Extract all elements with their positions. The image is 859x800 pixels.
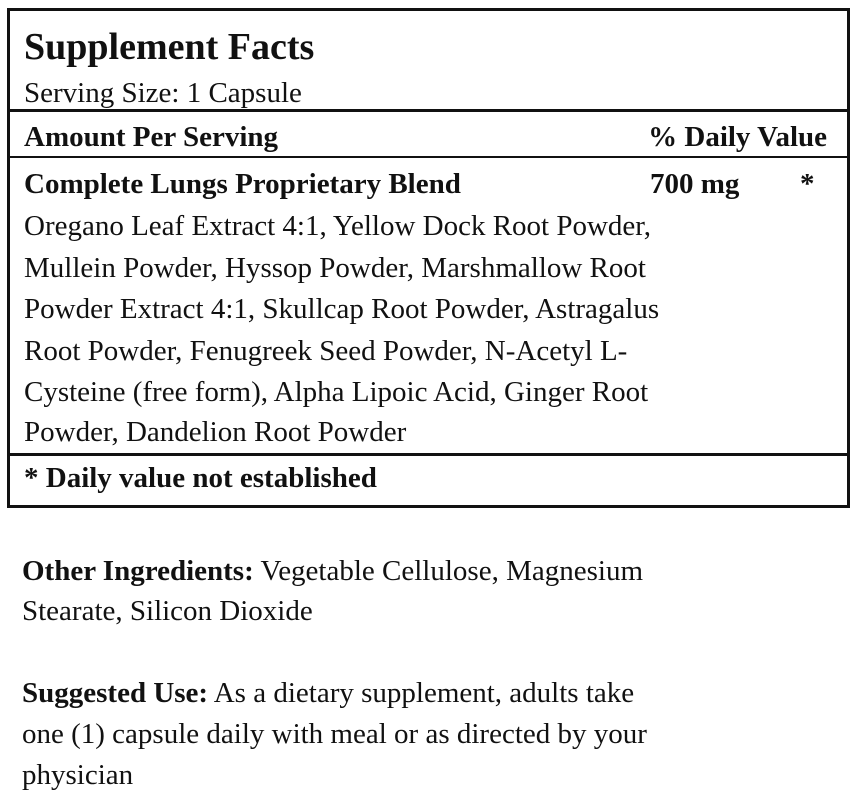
amount-per-serving-header: Amount Per Serving: [24, 121, 279, 153]
ingredient-line: Cysteine (free form), Alpha Lipoic Acid,…: [24, 376, 649, 408]
blend-amount: 700 mg: [650, 168, 740, 200]
other-ingredients-label: Other Ingredients:: [22, 555, 254, 587]
suggested-use-text: As a dietary supplement, adults take: [208, 677, 635, 709]
suggested-use-line: one (1) capsule daily with meal or as di…: [22, 718, 647, 750]
other-ingredients-text: Vegetable Cellulose, Magnesium: [253, 555, 644, 587]
ingredient-line: Root Powder, Fenugreek Seed Powder, N-Ac…: [24, 335, 628, 367]
ingredient-line: Powder, Dandelion Root Powder: [24, 416, 407, 448]
divider: [10, 453, 847, 456]
serving-size: Serving Size: 1 Capsule: [24, 77, 302, 109]
ingredient-line: Powder Extract 4:1, Skullcap Root Powder…: [24, 293, 660, 325]
suggested-use-label: Suggested Use:: [22, 677, 209, 709]
footnote: * Daily value not established: [24, 462, 377, 494]
divider: [10, 156, 847, 158]
blend-daily-value: *: [800, 168, 815, 200]
blend-name: Complete Lungs Proprietary Blend: [24, 168, 461, 200]
supplement-facts-panel: Supplement Facts Serving Size: 1 Capsule…: [7, 8, 850, 508]
ingredient-line: Oregano Leaf Extract 4:1, Yellow Dock Ro…: [24, 210, 652, 242]
panel-title: Supplement Facts: [24, 26, 315, 68]
suggested-use-line: Suggested Use: As a dietary supplement, …: [22, 676, 634, 710]
ingredient-line: Mullein Powder, Hyssop Powder, Marshmall…: [24, 252, 646, 284]
daily-value-header: % Daily Value: [648, 121, 827, 153]
other-ingredients-line: Other Ingredients: Vegetable Cellulose, …: [22, 554, 643, 588]
other-ingredients-line: Stearate, Silicon Dioxide: [22, 595, 313, 627]
divider: [10, 109, 847, 112]
suggested-use-line: physician: [22, 759, 134, 791]
